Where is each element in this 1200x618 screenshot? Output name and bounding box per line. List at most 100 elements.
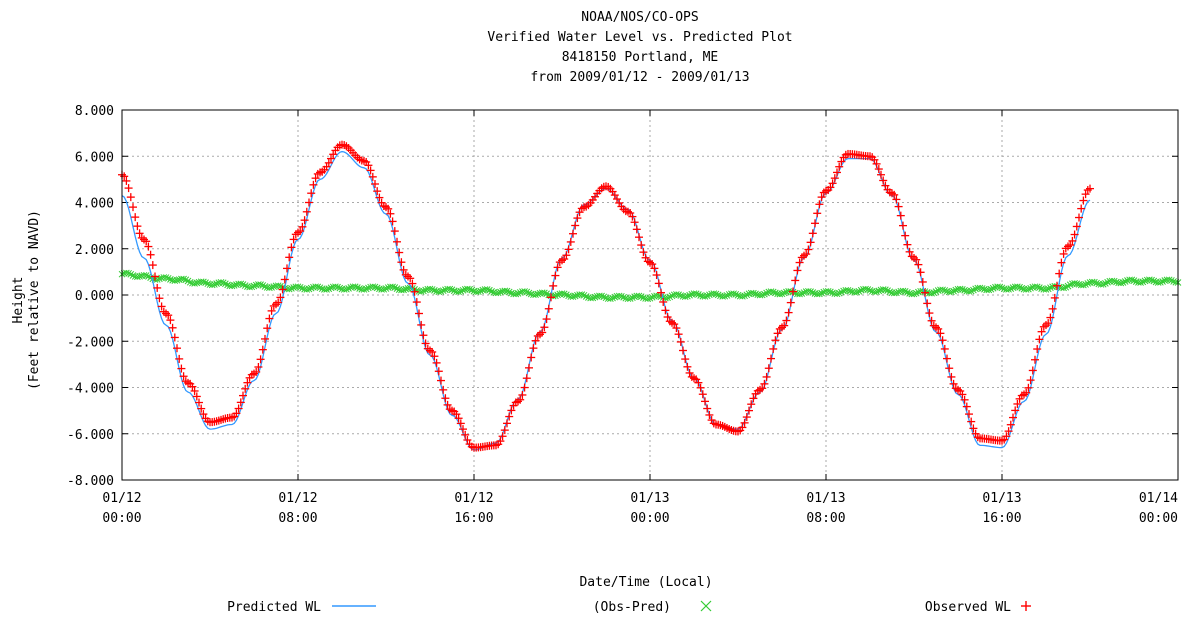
obs-minus-pred-point: [769, 288, 777, 296]
observed-wl-point: [1037, 327, 1046, 336]
observed-wl-point: [311, 174, 320, 183]
observed-wl-point: [795, 258, 804, 267]
observed-wl-point: [837, 157, 846, 166]
observed-wl-point: [564, 245, 573, 254]
obs-minus-pred-point: [219, 279, 227, 287]
obs-minus-pred-point: [237, 280, 245, 288]
obs-minus-pred-point: [835, 289, 843, 297]
observed-wl-point: [129, 203, 137, 212]
observed-wl-point: [393, 237, 401, 246]
observed-wl-point: [324, 158, 333, 167]
obs-minus-pred-point: [615, 292, 623, 300]
legend-item-obs-minus-pred: (Obs-Pred): [593, 600, 712, 615]
obs-minus-pred-point: [1137, 279, 1144, 286]
observed-wl-point: [388, 217, 397, 226]
observed-wl-point: [241, 384, 250, 393]
observed-wl-point: [760, 379, 769, 388]
observed-wl-point: [872, 159, 881, 168]
observed-wl-point: [432, 358, 441, 367]
obs-minus-pred-point: [853, 288, 861, 296]
obs-minus-pred-point: [468, 286, 476, 294]
obs-minus-pred-point: [208, 281, 216, 289]
observed-wl-point: [1059, 249, 1068, 258]
observed-wl-point: [307, 189, 316, 198]
observed-wl-point: [749, 394, 758, 403]
observed-wl-point: [960, 395, 969, 404]
obs-minus-pred-point: [758, 291, 766, 299]
obs-minus-pred-point: [563, 291, 570, 299]
observed-wl-point: [738, 423, 747, 432]
obs-minus-pred-point: [607, 295, 614, 303]
obs-minus-pred-point: [893, 289, 900, 297]
observed-wl-point: [791, 276, 800, 285]
observed-wl-point: [742, 413, 751, 422]
obs-minus-pred-point: [800, 289, 808, 296]
obs-minus-pred-point: [578, 291, 586, 298]
observed-wl-point: [630, 218, 639, 227]
observed-wl-point: [927, 316, 936, 325]
obs-minus-pred-point: [1080, 281, 1087, 289]
obs-minus-pred-point: [200, 278, 207, 286]
obs-minus-pred-point: [1108, 277, 1116, 285]
observed-wl-point: [146, 250, 155, 259]
observed-wl-point: [958, 390, 967, 399]
obs-minus-pred-point: [248, 283, 256, 291]
obs-minus-pred-point: [816, 290, 823, 298]
obs-minus-pred-point: [864, 286, 872, 293]
observed-wl-point: [962, 402, 971, 411]
obs-minus-pred-point: [1060, 284, 1067, 292]
observed-wl-point: [874, 165, 883, 174]
observed-wl-point: [551, 271, 560, 280]
y-axis-ticks: 8.000 6.000 4.000 2.000 0.000 -2.000 -4.000 -6.…: [67, 104, 1178, 489]
observed-wl-point: [745, 406, 753, 415]
obs-minus-pred-point: [514, 290, 522, 297]
legend-label-obs-minus-pred: (Obs-Pred): [593, 600, 671, 615]
obs-minus-pred-point: [389, 283, 396, 291]
observed-wl-point: [126, 193, 135, 202]
observed-wl-point: [1055, 269, 1064, 278]
obs-minus-pred-point: [1104, 278, 1111, 286]
observed-wl-point: [764, 364, 773, 373]
obs-minus-pred-point: [646, 294, 654, 302]
obs-minus-pred-point: [989, 284, 997, 292]
observed-wl-point: [386, 209, 395, 218]
obs-minus-pred-point: [1157, 278, 1164, 286]
observed-wl-point: [571, 221, 580, 230]
obs-minus-pred-point: [965, 288, 973, 295]
obs-minus-pred-point: [1110, 277, 1118, 285]
observed-wl-point: [648, 260, 657, 269]
y-tick-label: -8.000: [67, 474, 114, 489]
observed-wl-point: [265, 314, 274, 323]
observed-wl-point: [1002, 432, 1011, 441]
observed-wl-point: [1009, 413, 1017, 422]
observed-wl-point: [540, 323, 549, 332]
observed-wl-point: [522, 374, 531, 383]
obs-minus-pred-point: [305, 285, 313, 293]
observed-wl-point: [456, 419, 465, 428]
y-tick-label: 2.000: [75, 243, 114, 258]
obs-minus-pred-point: [316, 284, 324, 292]
y-axis-label: Height (Feet relative to NAVD): [11, 210, 42, 390]
observed-wl-point: [507, 406, 516, 415]
obs-minus-pred-point: [796, 290, 803, 298]
x-tick-label-time: 08:00: [806, 511, 845, 526]
observed-wl-point: [1046, 313, 1055, 322]
observed-wl-point: [412, 298, 421, 307]
obs-minus-pred-point: [1139, 278, 1147, 286]
observed-wl-point: [166, 316, 175, 325]
observed-wl-point: [177, 364, 186, 373]
obs-minus-pred-point: [1146, 276, 1153, 284]
obs-minus-pred-point: [886, 288, 894, 296]
observed-wl-point: [503, 419, 511, 428]
obs-minus-pred-point: [191, 280, 198, 287]
chart-title: NOAA/NOS/CO-OPS Verified Water Level vs.…: [487, 10, 792, 85]
observed-wl-point: [896, 211, 905, 220]
obs-minus-pred-point: [241, 282, 249, 289]
observed-wl-point: [947, 372, 956, 381]
observed-wl-point: [1077, 204, 1086, 213]
observed-wl-point: [285, 253, 294, 262]
observed-wl-point: [936, 329, 945, 338]
obs-minus-pred-point: [431, 287, 438, 294]
obs-minus-pred-point: [569, 293, 577, 300]
obs-minus-pred-point: [987, 285, 995, 293]
